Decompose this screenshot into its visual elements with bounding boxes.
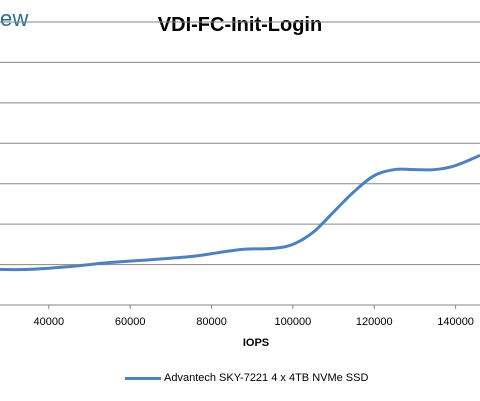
series-layer	[0, 154, 480, 272]
legend-swatch	[125, 376, 161, 380]
x-tick-labels: 40000 60000 80000 100000 120000 140000	[34, 316, 474, 328]
chart-title: VDI-FC-Init-Login	[157, 14, 323, 36]
x-tick-label-5: 140000	[437, 316, 474, 328]
legend: Advantech SKY-7221 4 x 4TB NVMe SSD	[125, 372, 368, 384]
x-tick-label-4: 120000	[356, 316, 393, 328]
x-axis-label: IOPS	[243, 337, 269, 349]
x-tick-label-1: 60000	[115, 316, 146, 328]
x-tick-label-2: 80000	[196, 316, 227, 328]
gridlines	[0, 21, 480, 266]
legend-label: Advantech SKY-7221 4 x 4TB NVMe SSD	[164, 372, 369, 384]
series-line-0	[0, 154, 480, 272]
logo-text: ew	[0, 6, 29, 31]
axes	[0, 304, 480, 309]
x-tick-label-0: 40000	[34, 316, 65, 328]
x-tick-label-3: 100000	[275, 316, 312, 328]
